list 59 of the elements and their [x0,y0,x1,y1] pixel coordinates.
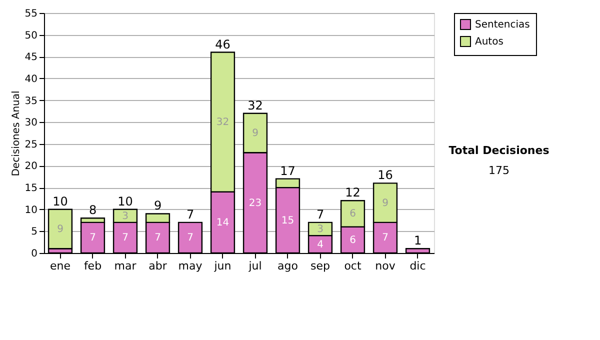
total-label: 32 [248,98,263,112]
total-label: 12 [345,186,360,200]
x-tick-label: feb [84,260,102,272]
data-label: 3 [122,210,128,222]
x-tick-label: jul [248,260,262,272]
data-label: 14 [216,217,230,228]
x-tick-label: may [178,260,203,272]
data-label: 7 [382,232,388,244]
total-label: 9 [154,198,162,213]
total-label: 46 [215,37,230,52]
x-tick-label: dic [410,260,426,272]
data-label: 23 [248,198,262,209]
data-label: 7 [90,232,96,244]
data-label: 9 [252,128,258,139]
y-tick-label: 55 [24,8,38,20]
total-label: 16 [378,168,393,182]
text: Total Decisiones [448,144,550,157]
x-tick-label: ene [50,260,71,272]
text: 175 [488,164,510,177]
y-tick-label: 40 [24,74,38,85]
total-label: 7 [316,207,324,222]
y-axis-title: Decisiones Anual [10,90,22,176]
x-tick-label: ago [278,260,298,272]
total-label: 17 [280,164,296,178]
data-label: 6 [350,208,356,220]
x-tick-label: nov [375,260,396,272]
y-tick-label: 0 [31,248,38,260]
y-tick-label: 5 [31,226,38,238]
data-label: 9 [57,224,64,235]
data-label: 3 [317,224,324,235]
y-tick-label: 50 [24,30,38,42]
bar [48,208,73,250]
legend-label: Sentencias [475,20,530,30]
y-tick-label: 30 [24,118,38,129]
data-label: 7 [122,232,128,244]
y-tick-label: 35 [24,96,38,107]
y-tick-label: 45 [24,52,38,64]
data-label: 7 [187,232,194,244]
y-tick-label: 25 [24,139,38,150]
data-label: 32 [216,117,230,128]
data-label: 6 [350,234,356,246]
x-tick-label: abr [148,260,168,272]
data-label: 9 [382,198,388,209]
total-label: 1 [414,234,422,248]
total-label: 10 [52,194,68,208]
x-tick-label: jun [213,260,232,272]
legend-label: Autos [475,36,504,48]
x-tick-label: oct [344,260,362,272]
y-tick-label: 10 [24,204,38,216]
total-label: 7 [186,207,194,222]
data-label: 4 [317,239,324,250]
y-tick-label: 20 [24,161,38,172]
x-tick-label: mar [114,260,137,272]
x-tick-label: sep [310,260,330,272]
data-label: 15 [281,215,294,226]
total-label: 8 [88,203,97,218]
data-label: 7 [154,232,161,244]
total-label: 10 [118,194,133,208]
y-tick-label: 15 [24,183,38,194]
